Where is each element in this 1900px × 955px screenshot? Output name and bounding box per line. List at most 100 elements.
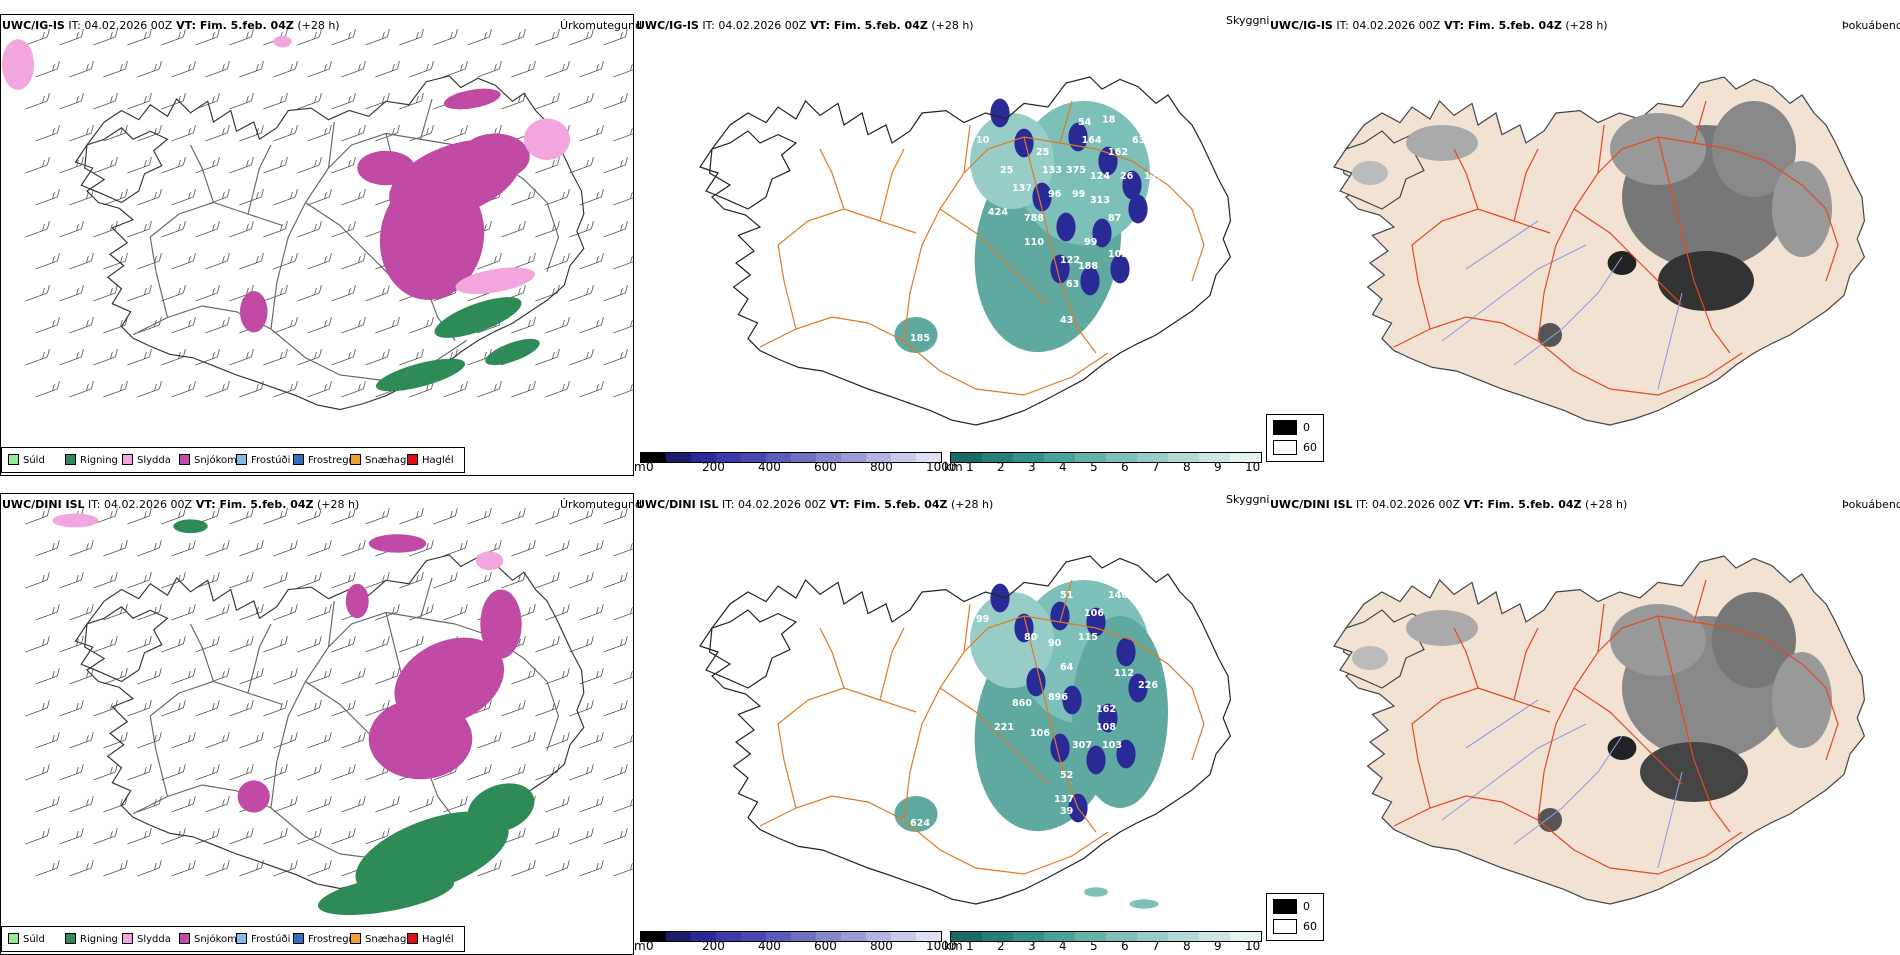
legend-item: Haglél	[407, 933, 454, 946]
fog-shading	[1712, 101, 1796, 197]
legend-swatch	[179, 933, 190, 944]
it-value: 04.02.2026 00Z	[84, 19, 173, 32]
height-tick: 0	[646, 460, 654, 474]
fog-shading	[1712, 592, 1796, 688]
it-label: IT:	[718, 498, 739, 511]
visibility-tick: 8	[1183, 460, 1191, 474]
legend-swatch	[407, 933, 418, 944]
fog-index-map[interactable]	[1268, 493, 1900, 953]
visibility-value: 25	[1036, 147, 1049, 158]
visibility-map[interactable]: 75 54 18 164 162 63 25 133 375 124 26 122 10 25 137 96 9…	[634, 14, 1266, 474]
visibility-value: 99	[1072, 189, 1086, 200]
high-terrain-area	[1098, 703, 1118, 733]
legend-swatch	[179, 454, 190, 465]
legend-label: Slydda	[137, 455, 171, 466]
panel-title-precip: Úrkomutegund	[560, 498, 642, 511]
high-terrain-area	[1050, 601, 1070, 631]
sleet-area	[1, 39, 35, 90]
visibility-value: 375	[1066, 165, 1086, 176]
high-terrain-area	[1014, 128, 1034, 158]
legend-label: Snjókoma	[194, 455, 244, 466]
road-network	[759, 100, 1205, 396]
visibility-value: 122	[1060, 255, 1080, 266]
high-terrain-area	[1110, 254, 1130, 284]
snow-area	[345, 583, 369, 619]
panel-header: UWC/DINI ISL IT: 04.02.2026 00Z VT: Fim.…	[1270, 498, 1627, 511]
visibility-value: 424	[988, 207, 1008, 218]
snow-area	[239, 291, 268, 333]
fog-shading	[1352, 646, 1388, 670]
visibility-value: 313	[1090, 195, 1110, 206]
visibility-value: 80	[1024, 632, 1038, 643]
visibility-value: 90	[1048, 638, 1062, 649]
panel-title-fog: Þokuábendi	[1842, 19, 1900, 32]
visibility-value: 124	[1090, 171, 1110, 182]
legend-swatch	[8, 454, 19, 465]
high-terrain-area	[1098, 146, 1118, 176]
legend-swatch	[236, 933, 247, 944]
visibility-tick: 3	[1028, 939, 1036, 953]
fog-legend: 0 60	[1266, 414, 1324, 462]
panel-header: UWC/DINI ISL IT: 04.02.2026 00Z VT: Fim.…	[2, 498, 359, 511]
visibility-tick: 5	[1090, 939, 1098, 953]
height-tick: 800	[870, 939, 893, 953]
legend-label: Frostúði	[251, 455, 291, 466]
fog-shading	[1610, 113, 1706, 185]
visibility-value: 788	[1024, 213, 1044, 224]
visibility-value: 115	[1078, 632, 1098, 643]
fog-index-map[interactable]	[1268, 14, 1900, 474]
sleet-area	[273, 35, 292, 48]
precip-type-map[interactable]: Súld Rigning Slydda Snjókoma Frostúði Frostre…	[0, 14, 634, 476]
fog-map-canvas	[1333, 76, 1866, 426]
visibility-map[interactable]: 89 51 146 106 99 80 90 115 64 112 226 860 896 162 108 2…	[634, 493, 1266, 953]
vt-value: Fim. 5.feb. 04Z	[1487, 498, 1582, 511]
visibility-unit: km	[944, 939, 963, 953]
rivers	[1441, 220, 1683, 390]
legend-item: Súld	[8, 933, 45, 946]
coastline	[84, 554, 585, 890]
legend-item: Frostregn	[293, 933, 355, 946]
high-terrain-area	[1116, 637, 1136, 667]
high-terrain-area	[1056, 212, 1076, 242]
lead-time: (+28 h)	[927, 19, 974, 32]
legend-label: Haglél	[422, 455, 454, 466]
legend-item: Snæhagl	[350, 933, 409, 946]
visibility-map-canvas: 89 51 146 106 99 80 90 115 64 112 226 860 896 162 108 2…	[699, 548, 1232, 909]
legend-item: Rigning	[65, 454, 118, 467]
it-value: 04.02.2026 00Z	[738, 498, 827, 511]
vt-value: Fim. 5.feb. 04Z	[1467, 19, 1562, 32]
precip-type-map[interactable]: Súld Rigning Slydda Snjókoma Frostúði Frostre…	[0, 493, 634, 955]
legend-label: Rigning	[80, 934, 118, 945]
high-terrain-area	[1116, 739, 1136, 769]
it-label: IT:	[64, 19, 85, 32]
visibility-value: 63	[1066, 279, 1079, 290]
snow-area	[443, 88, 501, 110]
low-visibility-area	[1084, 887, 1108, 897]
precip-map-canvas	[25, 507, 633, 916]
sleet-area	[455, 267, 535, 295]
visibility-value: 89	[1078, 548, 1092, 559]
snow-area	[379, 174, 485, 300]
high-terrain-area	[1086, 745, 1106, 775]
visibility-tick: 7	[1152, 460, 1160, 474]
legend-swatch	[122, 454, 133, 465]
low-visibility-area	[894, 317, 938, 353]
snow-area	[368, 698, 473, 780]
visibility-unit: km	[944, 460, 963, 474]
visibility-value: 188	[1078, 261, 1098, 272]
legend-item: Slydda	[122, 454, 171, 467]
visibility-value: 22	[760, 129, 773, 140]
it-label: IT:	[1352, 498, 1373, 511]
panel-header: UWC/IG-IS IT: 04.02.2026 00Z VT: Fim. 5.…	[636, 19, 974, 32]
high-terrain-area	[990, 98, 1010, 128]
visibility-tick: 2	[997, 939, 1005, 953]
height-tick: 200	[702, 939, 725, 953]
fog-swatch	[1273, 919, 1297, 934]
snow-area	[460, 133, 530, 180]
visibility-value: 43	[1060, 315, 1073, 326]
visibility-tick: 1	[966, 460, 974, 474]
visibility-value: 137	[1012, 183, 1032, 194]
fog-shading	[1610, 604, 1706, 676]
height-tick: 200	[702, 460, 725, 474]
visibility-value: 51	[1060, 590, 1074, 601]
